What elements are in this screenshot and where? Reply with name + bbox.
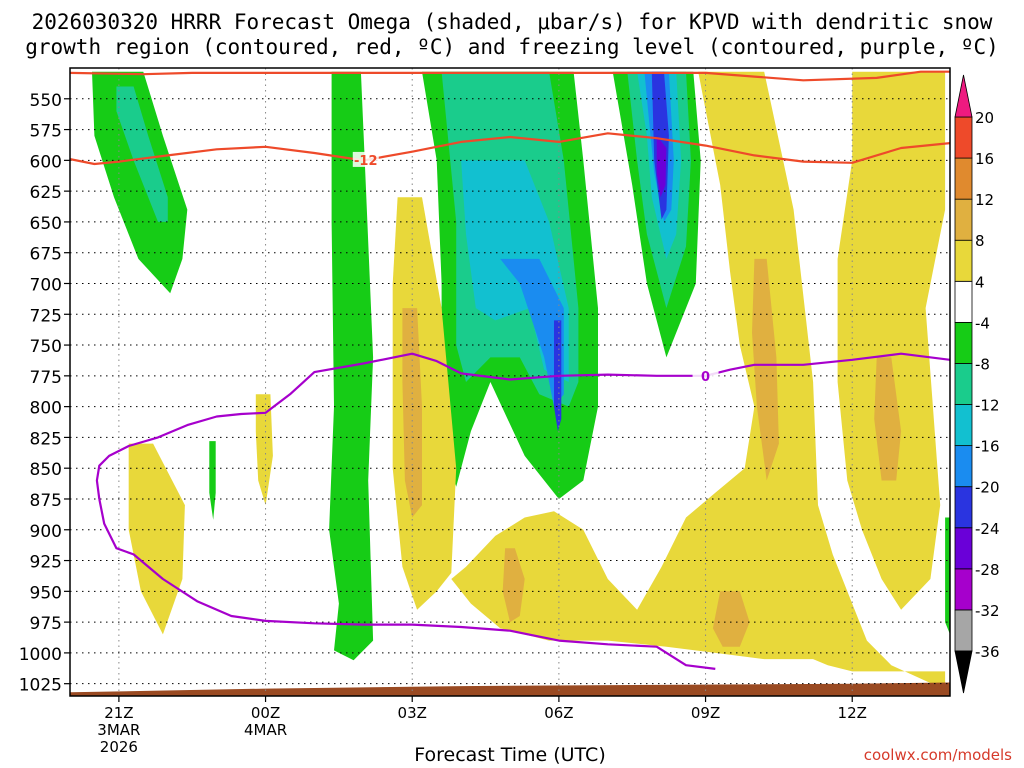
freezing-level-label: 0 bbox=[701, 370, 710, 385]
contour-label-layer: -12 0 bbox=[352, 151, 719, 385]
omega-region-21 bbox=[752, 258, 779, 481]
freezing-level-label-bg bbox=[692, 367, 719, 383]
omega-region-25 bbox=[945, 517, 950, 635]
x-tick-label: 12Z bbox=[838, 704, 867, 722]
dendritic-contour-label: -12 bbox=[354, 154, 378, 169]
y-tick-label: 775 bbox=[30, 368, 62, 388]
colorbar-under-triangle bbox=[954, 650, 973, 694]
chart-title-line-2: growth region (contoured, red, ºC) and f… bbox=[25, 35, 999, 59]
x-tick-label: 4MAR bbox=[244, 721, 287, 739]
omega-colorbar: -36 -32 -28 -24 -20 -16 -12 -8 -4 4 8 12 16 20 bbox=[954, 74, 1000, 694]
x-axis-title: Forecast Time (UTC) bbox=[414, 744, 606, 766]
omega-region-1 bbox=[116, 86, 168, 222]
colorbar-bin-3 bbox=[954, 486, 973, 529]
y-tick-label: 750 bbox=[30, 337, 62, 357]
freezing-level-contour bbox=[95, 352, 950, 500]
y-axis: 550 575 600 625 650 675 700 725 750 775 800 825 850 8… bbox=[19, 91, 70, 696]
surface-terrain bbox=[70, 682, 950, 696]
terrain-layer bbox=[70, 682, 950, 696]
y-tick-label: 975 bbox=[30, 614, 62, 634]
omega-region-20 bbox=[837, 71, 946, 610]
omega-region-7 bbox=[500, 258, 564, 407]
y-tick-label: 925 bbox=[30, 553, 62, 573]
colorbar-bin-10 bbox=[954, 198, 973, 241]
colorbar-label: 12 bbox=[975, 191, 994, 209]
x-tick-label: 21Z bbox=[104, 704, 133, 722]
y-tick-label: 1025 bbox=[19, 676, 62, 696]
y-tick-label: 700 bbox=[30, 275, 62, 295]
omega-region-19 bbox=[451, 71, 946, 690]
y-tick-label: 575 bbox=[30, 122, 62, 142]
y-tick-label: 675 bbox=[30, 245, 62, 265]
colorbar-label: -8 bbox=[975, 355, 990, 373]
y-tick-label: 550 bbox=[30, 91, 62, 111]
colorbar-label: -16 bbox=[975, 438, 1000, 456]
x-tick-label: 06Z bbox=[544, 704, 573, 722]
x-tick-label: 2026 bbox=[100, 738, 138, 756]
x-tick-label: 00Z bbox=[251, 704, 280, 722]
y-tick-label: 1000 bbox=[19, 645, 62, 665]
y-tick-label: 650 bbox=[30, 214, 62, 234]
colorbar-label: -4 bbox=[975, 314, 990, 332]
colorbar-bin-12 bbox=[954, 116, 973, 159]
colorbar-label: 8 bbox=[975, 232, 985, 250]
source-credit-link[interactable]: coolwx.com/models bbox=[863, 746, 1012, 764]
colorbar-bin-0 bbox=[954, 609, 973, 652]
y-tick-label: 875 bbox=[30, 491, 62, 511]
omega-region-24 bbox=[712, 591, 750, 647]
colorbar-bin-7 bbox=[954, 321, 973, 364]
omega-region-14 bbox=[656, 135, 667, 198]
colorbar-label: 4 bbox=[975, 273, 985, 291]
colorbar-bin-9 bbox=[954, 239, 973, 282]
contour-layer bbox=[70, 70, 950, 670]
colorbar-label: -32 bbox=[975, 602, 1000, 620]
colorbar-bin-5 bbox=[954, 404, 973, 447]
y-tick-label: 600 bbox=[30, 152, 62, 172]
y-tick-label: 800 bbox=[30, 399, 62, 419]
dendritic-growth-contour-upper bbox=[70, 70, 950, 82]
y-tick-label: 625 bbox=[30, 183, 62, 203]
colorbar-label: 16 bbox=[975, 150, 994, 168]
grid-layer bbox=[70, 68, 950, 696]
x-tick-label: 09Z bbox=[691, 704, 720, 722]
colorbar-bin-4 bbox=[954, 445, 973, 488]
colorbar-bin-8 bbox=[954, 280, 973, 323]
colorbar-label: -36 bbox=[975, 643, 1000, 661]
omega-region-16 bbox=[255, 394, 273, 506]
colorbar-label: -20 bbox=[975, 479, 1000, 497]
colorbar-bin-2 bbox=[954, 527, 973, 570]
colorbar-label: -24 bbox=[975, 520, 1000, 538]
omega-region-18 bbox=[402, 308, 422, 518]
dendritic-growth-contour bbox=[70, 132, 950, 166]
freezing-level-contour-lower bbox=[98, 498, 716, 670]
omega-region-15 bbox=[128, 443, 185, 635]
y-tick-label: 825 bbox=[30, 429, 62, 449]
colorbar-over-triangle bbox=[954, 74, 973, 118]
y-tick-label: 900 bbox=[30, 522, 62, 542]
colorbar-bin-11 bbox=[954, 157, 973, 200]
colorbar-label: -28 bbox=[975, 561, 1000, 579]
omega-region-17 bbox=[392, 197, 457, 610]
x-tick-label: 3MAR bbox=[97, 721, 140, 739]
omega-region-22 bbox=[874, 357, 902, 481]
colorbar-bin-1 bbox=[954, 568, 973, 611]
omega-region-3 bbox=[209, 441, 216, 520]
colorbar-label: 20 bbox=[975, 109, 994, 127]
dendritic-contour-label-bg bbox=[352, 151, 379, 167]
chart-title-line-1: 2026030320 HRRR Forecast Omega (shaded, … bbox=[31, 10, 993, 34]
plot-frame bbox=[69, 67, 951, 697]
y-tick-label: 725 bbox=[30, 306, 62, 326]
colorbar-bin-6 bbox=[954, 363, 973, 405]
colorbar-label: -12 bbox=[975, 397, 1000, 415]
y-tick-label: 850 bbox=[30, 460, 62, 480]
x-tick-label: 03Z bbox=[398, 704, 427, 722]
y-tick-label: 950 bbox=[30, 583, 62, 603]
omega-region-0 bbox=[92, 71, 188, 294]
omega-region-23 bbox=[502, 548, 525, 623]
